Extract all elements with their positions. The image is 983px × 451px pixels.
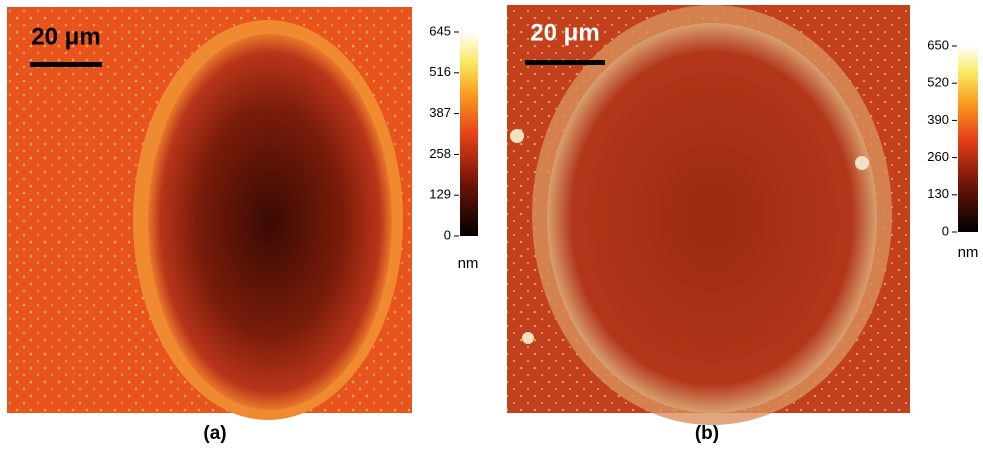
colorbar-unit: nm xyxy=(958,244,979,261)
figure: 20 μm 20 μm (a) (b) 0 129 258 387 516 645 nm 0 1… xyxy=(0,0,983,446)
colorbar-tick-label: 387 xyxy=(429,105,451,120)
scale-bar-label: 20 μm xyxy=(530,19,599,46)
colorbar-tick-label: 129 xyxy=(429,187,451,202)
afm-image-a xyxy=(7,7,412,420)
colorbar xyxy=(958,46,978,232)
scale-bar-line xyxy=(30,62,102,67)
colorbar-tick-label: 0 xyxy=(444,227,451,242)
colorbar-tick-label: 650 xyxy=(927,37,949,52)
page: 20 μm 20 μm (a) (b) 0 129 258 387 516 645 nm 0 1… xyxy=(0,0,983,451)
scale-bar-line xyxy=(525,60,605,65)
colorbar-tick-label: 390 xyxy=(927,112,949,127)
colorbar-tick-label: 0 xyxy=(942,223,949,238)
afm-image-b xyxy=(507,5,910,425)
scale-bar-label: 20 μm xyxy=(31,23,100,50)
colorbar-tick-label: 520 xyxy=(927,75,949,90)
colorbar-tick-label: 645 xyxy=(429,23,451,38)
colorbar-tick-label: 516 xyxy=(429,64,451,79)
colorbar-tick-label: 130 xyxy=(927,186,949,201)
caption: (b) xyxy=(695,423,719,444)
caption: (a) xyxy=(203,423,226,444)
colorbar-unit: nm xyxy=(458,255,479,272)
colorbar-tick-label: 258 xyxy=(429,146,451,161)
colorbar xyxy=(460,32,478,236)
colorbar-tick-label: 260 xyxy=(927,149,949,164)
